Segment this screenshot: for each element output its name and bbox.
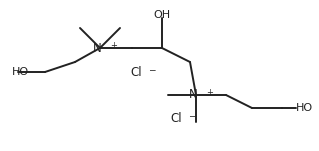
- Text: +: +: [206, 88, 213, 97]
- Text: −: −: [188, 111, 196, 120]
- Text: −: −: [148, 66, 155, 74]
- Text: Cl: Cl: [170, 111, 182, 125]
- Text: HO: HO: [12, 67, 29, 77]
- Text: +: +: [110, 41, 117, 50]
- Text: N: N: [93, 42, 101, 55]
- Text: N: N: [189, 88, 197, 101]
- Text: Cl: Cl: [130, 66, 142, 79]
- Text: HO: HO: [296, 103, 313, 113]
- Text: OH: OH: [153, 10, 171, 20]
